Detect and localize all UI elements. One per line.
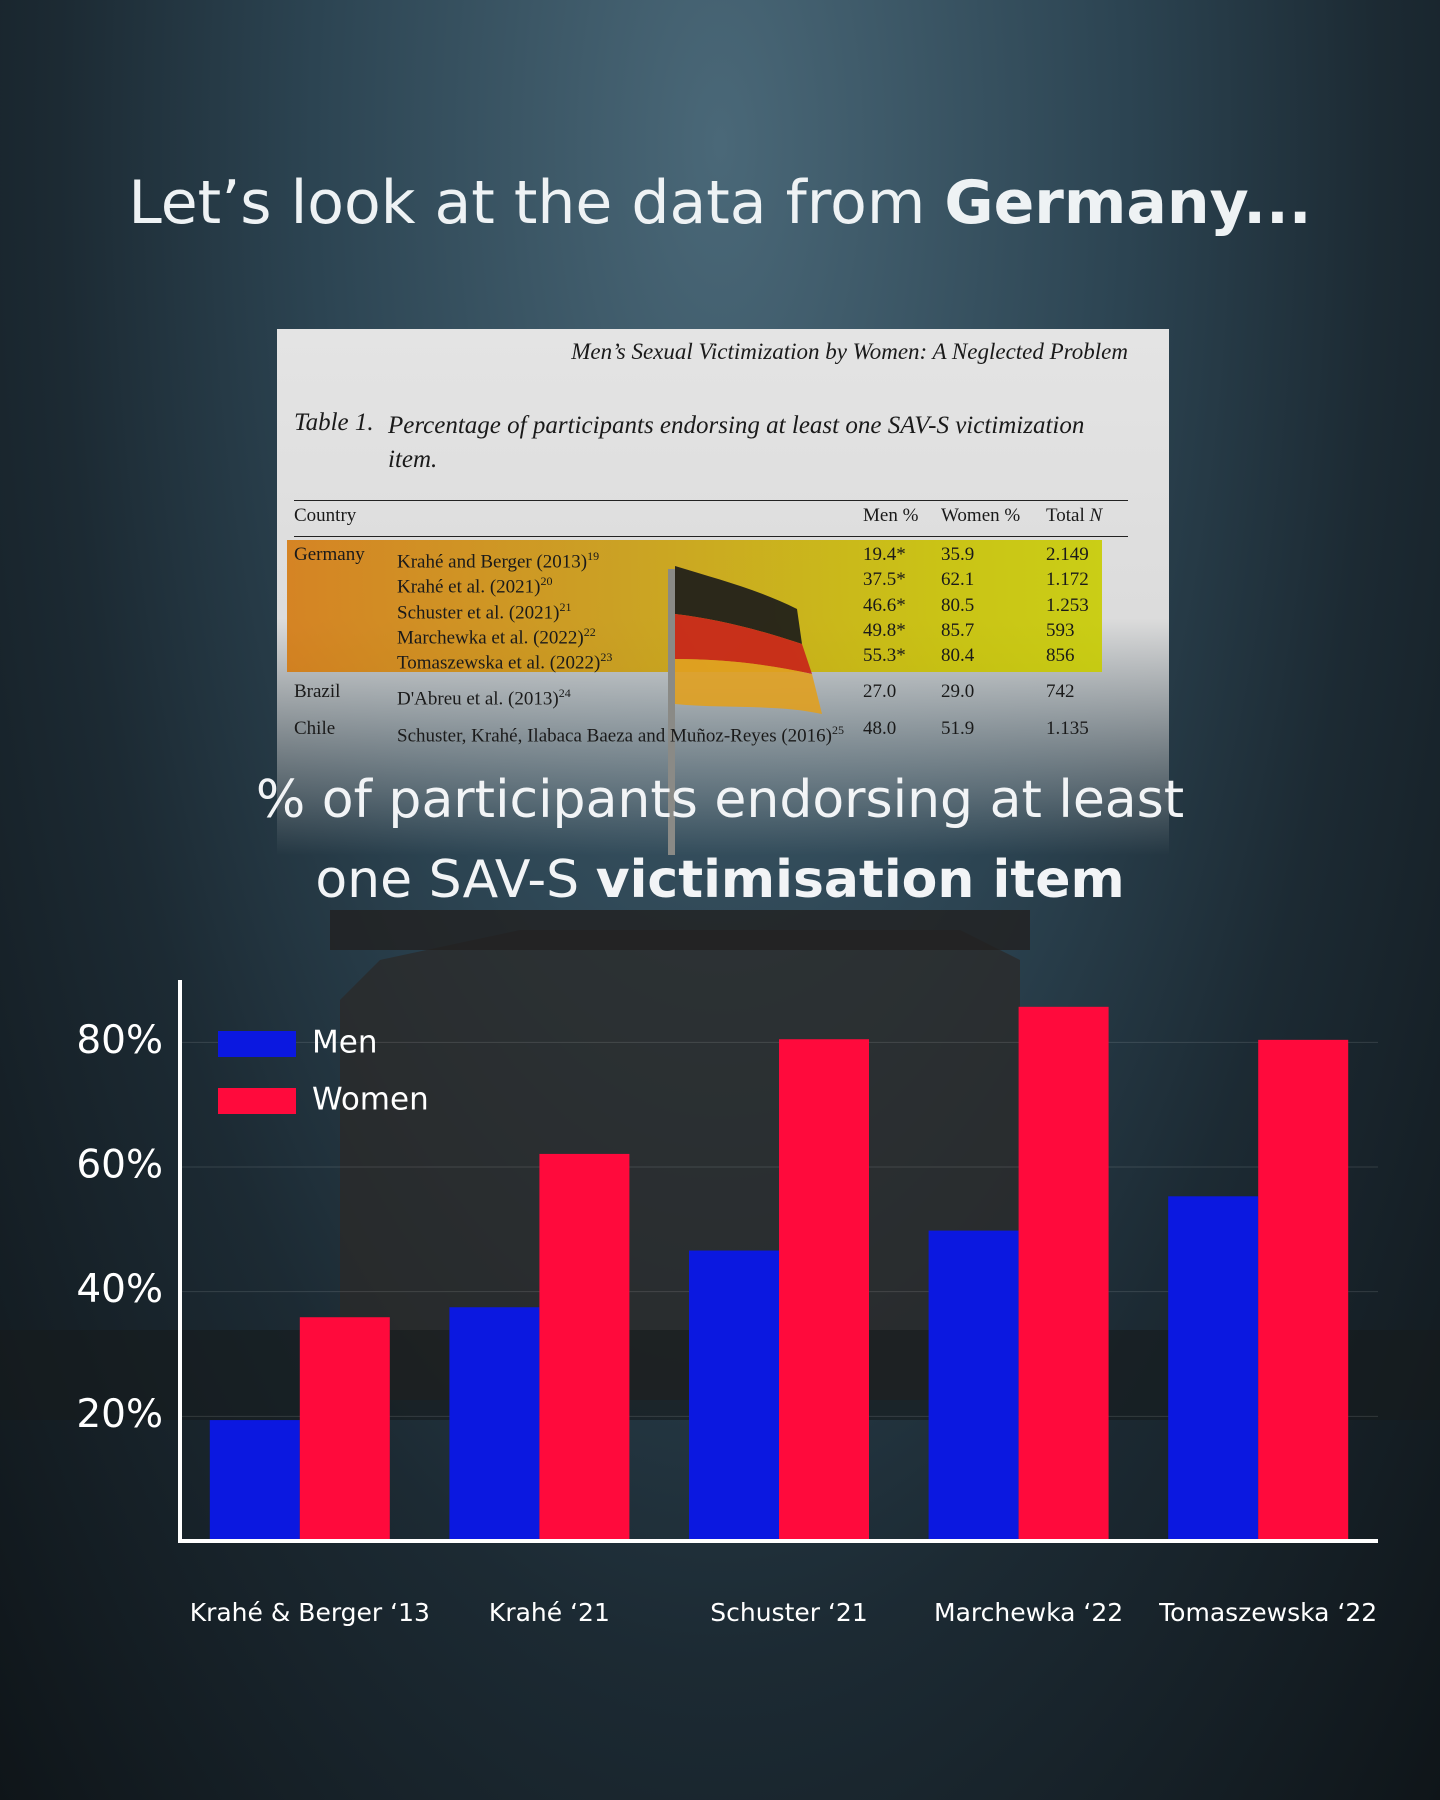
men-pct: 55.3* bbox=[863, 645, 906, 666]
study: Krahé et al. (2021)20 bbox=[397, 569, 847, 599]
flag bbox=[668, 566, 822, 855]
table-caption: Percentage of participants endorsing at … bbox=[388, 412, 1085, 473]
total-n: 1.253 bbox=[1046, 595, 1089, 616]
col-header: Men % bbox=[863, 505, 919, 526]
study-name: Krahé and Berger (2013) bbox=[397, 551, 588, 573]
total-n: 1.135 bbox=[1046, 718, 1089, 739]
chart-title-text: % of participants endorsing at least one… bbox=[255, 770, 1185, 910]
study-name: Schuster et al. (2021) bbox=[397, 602, 560, 624]
x-tick-label: Schuster ‘21 bbox=[710, 1598, 868, 1627]
total-n: 742 bbox=[1046, 681, 1075, 702]
study-name: Marchewka et al. (2022) bbox=[397, 627, 584, 649]
running-title: Men’s Sexual Victimization by Women: A N… bbox=[571, 339, 1128, 364]
country: Germany bbox=[294, 544, 365, 565]
bar bbox=[779, 1039, 869, 1541]
y-tick-label: 40% bbox=[76, 1267, 163, 1312]
reference: 20 bbox=[540, 574, 553, 588]
men-pct: 46.6* bbox=[863, 595, 906, 616]
women-pct: 85.7 bbox=[941, 620, 975, 641]
bar bbox=[1018, 1006, 1109, 1541]
bar bbox=[539, 1153, 630, 1541]
bar bbox=[1168, 1196, 1259, 1541]
flag-black bbox=[675, 566, 802, 644]
paper-excerpt: Men’s Sexual Victimization by Women: A N… bbox=[277, 329, 1169, 855]
men-pct: 49.8* bbox=[863, 620, 906, 641]
table-label: Table 1. bbox=[294, 409, 374, 436]
x-tick-label: Marchewka ‘22 bbox=[934, 1598, 1123, 1627]
legend-label: Men bbox=[312, 1025, 377, 1061]
study: Krahé and Berger (2013)19 bbox=[397, 544, 847, 574]
reference: 22 bbox=[583, 625, 596, 639]
women-pct: 62.1 bbox=[941, 569, 975, 590]
col-header: Total N bbox=[1046, 505, 1102, 527]
reference: 25 bbox=[832, 723, 845, 737]
legend-swatch bbox=[218, 1088, 296, 1114]
col-header: Women % bbox=[941, 505, 1021, 526]
women-pct: 35.9 bbox=[941, 544, 975, 565]
total-n: 593 bbox=[1046, 620, 1075, 641]
study: Tomaszewska et al. (2022)23 bbox=[397, 645, 847, 675]
study-name: Tomaszewska et al. (2022) bbox=[397, 652, 601, 674]
study: D'Abreu et al. (2013)24 bbox=[397, 681, 847, 711]
col-header: Country bbox=[294, 505, 357, 526]
men-pct: 48.0 bbox=[863, 718, 897, 739]
y-tick-label: 80% bbox=[76, 1018, 163, 1063]
headline-text: Let’s look at the data from bbox=[128, 168, 945, 238]
col-header-text: Total bbox=[1046, 505, 1085, 526]
bar bbox=[1258, 1039, 1349, 1541]
chart-title-bold: victimisation item bbox=[595, 850, 1125, 910]
bar bbox=[928, 1230, 1019, 1541]
headline-bold: Germany... bbox=[944, 168, 1312, 238]
men-pct: 19.4* bbox=[863, 544, 906, 565]
total-n: 856 bbox=[1046, 645, 1075, 666]
y-tick-label: 20% bbox=[76, 1392, 163, 1437]
chart-title: % of participants endorsing at least one… bbox=[250, 760, 1190, 920]
women-pct: 51.9 bbox=[941, 718, 975, 739]
total-n: 1.172 bbox=[1046, 569, 1089, 590]
women-pct: 80.4 bbox=[941, 645, 975, 666]
reference: 24 bbox=[558, 686, 571, 700]
reference: 19 bbox=[587, 549, 600, 563]
legend-label: Women bbox=[312, 1082, 429, 1118]
study-name: D'Abreu et al. (2013) bbox=[397, 688, 559, 710]
men-pct: 27.0 bbox=[863, 681, 897, 702]
women-pct: 80.5 bbox=[941, 595, 975, 616]
flag-pole bbox=[668, 569, 675, 855]
bar bbox=[689, 1250, 779, 1541]
study-name: Schuster, Krahé, Ilabaca Baeza and Muñoz… bbox=[397, 725, 833, 747]
study: Schuster, Krahé, Ilabaca Baeza and Muñoz… bbox=[397, 718, 847, 748]
y-tick-label: 60% bbox=[76, 1143, 163, 1188]
reference: 23 bbox=[600, 650, 613, 664]
rule bbox=[294, 536, 1128, 537]
women-pct: 29.0 bbox=[941, 681, 975, 702]
total-n: 2.149 bbox=[1046, 544, 1089, 565]
x-tick-label: Krahé ‘21 bbox=[489, 1598, 610, 1627]
country: Brazil bbox=[294, 681, 341, 702]
country: Chile bbox=[294, 718, 336, 739]
col-header-italic: N bbox=[1089, 505, 1103, 526]
bar bbox=[449, 1307, 540, 1541]
building-cornice bbox=[330, 910, 1030, 950]
bar bbox=[209, 1420, 300, 1541]
study: Marchewka et al. (2022)22 bbox=[397, 620, 847, 650]
men-pct: 37.5* bbox=[863, 569, 906, 590]
x-tick-label: Tomaszewska ‘22 bbox=[1158, 1598, 1377, 1627]
reference: 21 bbox=[559, 600, 572, 614]
legend-swatch bbox=[218, 1031, 296, 1057]
rule bbox=[294, 500, 1128, 501]
x-tick-label: Krahé & Berger ‘13 bbox=[190, 1598, 430, 1627]
flag-gold bbox=[675, 659, 822, 714]
bar bbox=[299, 1317, 390, 1541]
study-name: Krahé et al. (2021) bbox=[397, 576, 541, 598]
flag-red bbox=[675, 614, 812, 674]
headline: Let’s look at the data from Germany... bbox=[0, 168, 1440, 238]
study: Schuster et al. (2021)21 bbox=[397, 595, 847, 625]
